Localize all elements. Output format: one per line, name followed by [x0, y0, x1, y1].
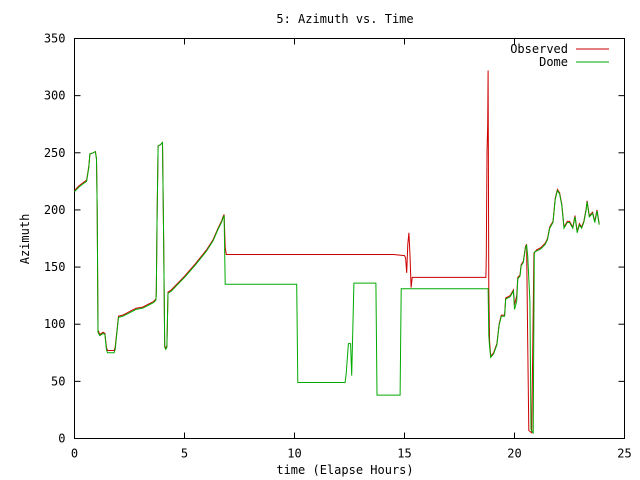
x-tick-label: 20 [507, 447, 521, 461]
series-line-dome [74, 141, 600, 435]
x-tick-label: 0 [71, 447, 78, 461]
series-lines [74, 70, 600, 435]
x-tick-label: 15 [397, 447, 411, 461]
chart-title: 5: Azimuth vs. Time [276, 12, 413, 26]
x-tick-label: 25 [617, 447, 631, 461]
legend-label-observed: Observed [510, 42, 568, 56]
y-tick-label: 250 [44, 146, 66, 160]
x-tick-label: 10 [287, 447, 301, 461]
y-tick-label: 200 [44, 203, 66, 217]
x-tick-label: 5 [181, 447, 188, 461]
plot-frame [74, 38, 625, 439]
y-tick-label: 100 [44, 317, 66, 331]
legend-label-dome: Dome [539, 55, 568, 69]
y-tick-label: 50 [51, 374, 65, 388]
y-axis-label: Azimuth [18, 214, 32, 265]
y-tick-label: 0 [58, 432, 65, 446]
series-line-observed [74, 70, 600, 434]
y-tick-label: 350 [44, 32, 66, 46]
x-axis-label: time (Elapse Hours) [276, 463, 413, 477]
y-tick-label: 300 [44, 89, 66, 103]
y-tick-label: 150 [44, 260, 66, 274]
